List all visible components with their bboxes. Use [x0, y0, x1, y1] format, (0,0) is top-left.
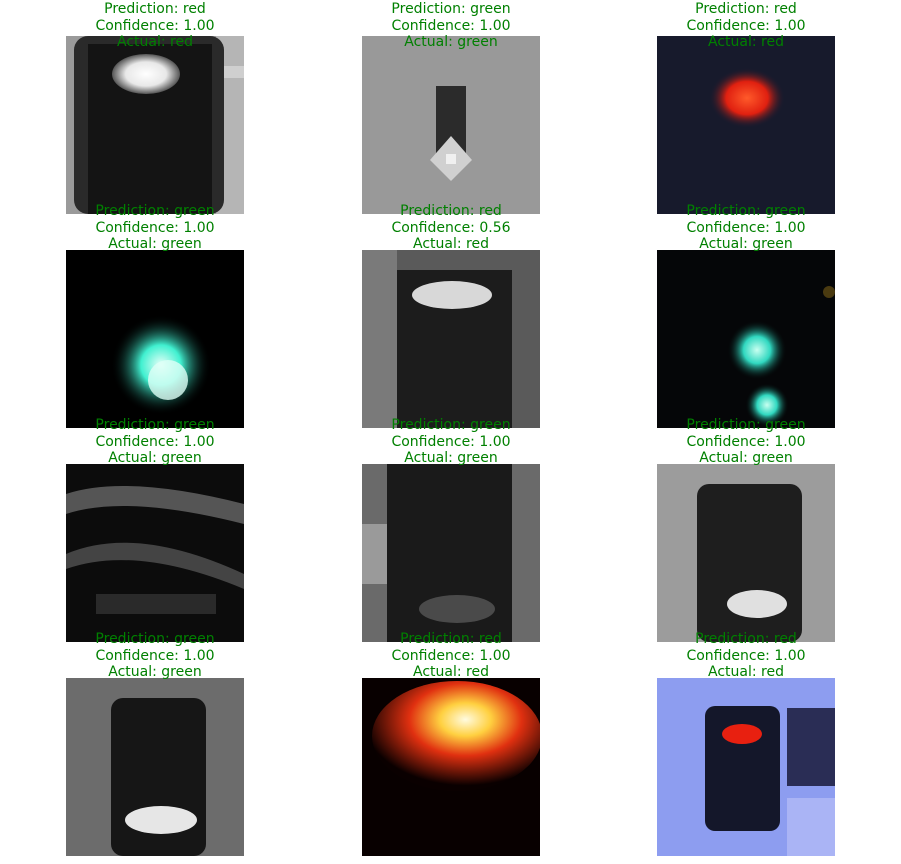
actual-label: Actual: red: [413, 236, 489, 253]
result-cell: Prediction: green Confidence: 1.00 Actua…: [657, 417, 835, 642]
prediction-caption: Prediction: red Confidence: 1.00 Actual:…: [597, 631, 895, 681]
confidence-label: Confidence: 1.00: [686, 433, 806, 450]
confidence-label: Confidence: 0.56: [391, 219, 511, 236]
confidence-label: Confidence: 1.00: [391, 647, 511, 664]
result-cell: Prediction: red Confidence: 1.00 Actual:…: [657, 631, 835, 856]
result-cell: Prediction: green Confidence: 1.00 Actua…: [362, 417, 540, 642]
prediction-caption: Prediction: green Confidence: 1.00 Actua…: [302, 417, 600, 467]
confidence-label: Confidence: 1.00: [686, 647, 806, 664]
confidence-label: Confidence: 1.00: [95, 219, 215, 236]
confidence-label: Confidence: 1.00: [95, 647, 215, 664]
traffic-light-thumbnail: [657, 36, 835, 214]
actual-label: Actual: green: [404, 450, 498, 467]
result-cell: Prediction: green Confidence: 1.00 Actua…: [657, 203, 835, 428]
result-cell: Prediction: green Confidence: 1.00 Actua…: [66, 631, 244, 856]
traffic-light-thumbnail: [362, 250, 540, 428]
actual-label: Actual: red: [708, 664, 784, 681]
traffic-light-thumbnail: [657, 678, 835, 856]
result-cell: Prediction: red Confidence: 1.00 Actual:…: [362, 631, 540, 856]
prediction-label: Prediction: red: [695, 1, 797, 17]
prediction-caption: Prediction: red Confidence: 1.00 Actual:…: [597, 1, 895, 51]
prediction-caption: Prediction: green Confidence: 1.00 Actua…: [6, 203, 304, 253]
prediction-caption: Prediction: green Confidence: 1.00 Actua…: [6, 417, 304, 467]
prediction-caption: Prediction: red Confidence: 1.00 Actual:…: [6, 1, 304, 51]
actual-label: Actual: green: [108, 664, 202, 681]
prediction-label: Prediction: green: [95, 417, 215, 433]
prediction-caption: Prediction: green Confidence: 1.00 Actua…: [597, 203, 895, 253]
prediction-caption: Prediction: green Confidence: 1.00 Actua…: [302, 1, 600, 51]
prediction-label: Prediction: red: [400, 203, 502, 219]
traffic-light-thumbnail: [66, 678, 244, 856]
traffic-light-thumbnail: [66, 36, 244, 214]
actual-label: Actual: green: [699, 236, 793, 253]
prediction-label: Prediction: green: [95, 631, 215, 647]
actual-label: Actual: green: [404, 34, 498, 51]
prediction-label: Prediction: red: [400, 631, 502, 647]
result-cell: Prediction: red Confidence: 1.00 Actual:…: [66, 1, 244, 214]
prediction-label: Prediction: green: [95, 203, 215, 219]
result-cell: Prediction: green Confidence: 1.00 Actua…: [362, 1, 540, 214]
prediction-caption: Prediction: red Confidence: 1.00 Actual:…: [302, 631, 600, 681]
actual-label: Actual: green: [108, 450, 202, 467]
confidence-label: Confidence: 1.00: [391, 433, 511, 450]
actual-label: Actual: green: [699, 450, 793, 467]
prediction-label: Prediction: red: [695, 631, 797, 647]
prediction-label: Prediction: green: [686, 203, 806, 219]
prediction-label: Prediction: red: [104, 1, 206, 17]
confidence-label: Confidence: 1.00: [686, 17, 806, 34]
prediction-label: Prediction: green: [391, 417, 511, 433]
traffic-light-thumbnail: [362, 36, 540, 214]
actual-label: Actual: red: [117, 34, 193, 51]
traffic-light-thumbnail: [66, 250, 244, 428]
actual-label: Actual: green: [108, 236, 202, 253]
actual-label: Actual: red: [708, 34, 784, 51]
prediction-label: Prediction: green: [391, 1, 511, 17]
actual-label: Actual: red: [413, 664, 489, 681]
confidence-label: Confidence: 1.00: [95, 17, 215, 34]
traffic-light-thumbnail: [362, 464, 540, 642]
confidence-label: Confidence: 1.00: [686, 219, 806, 236]
traffic-light-thumbnail: [362, 678, 540, 856]
traffic-light-thumbnail: [657, 250, 835, 428]
confidence-label: Confidence: 1.00: [391, 17, 511, 34]
prediction-label: Prediction: green: [686, 417, 806, 433]
confidence-label: Confidence: 1.00: [95, 433, 215, 450]
result-cell: Prediction: red Confidence: 1.00 Actual:…: [657, 1, 835, 214]
result-cell: Prediction: green Confidence: 1.00 Actua…: [66, 417, 244, 642]
prediction-caption: Prediction: green Confidence: 1.00 Actua…: [6, 631, 304, 681]
traffic-light-thumbnail: [657, 464, 835, 642]
traffic-light-thumbnail: [66, 464, 244, 642]
result-cell: Prediction: red Confidence: 0.56 Actual:…: [362, 203, 540, 428]
prediction-caption: Prediction: green Confidence: 1.00 Actua…: [597, 417, 895, 467]
result-cell: Prediction: green Confidence: 1.00 Actua…: [66, 203, 244, 428]
prediction-caption: Prediction: red Confidence: 0.56 Actual:…: [302, 203, 600, 253]
